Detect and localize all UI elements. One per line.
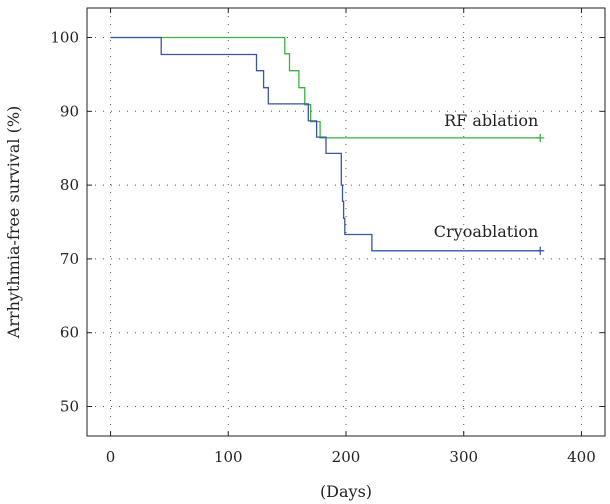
y-tick-label: 70 [60,250,79,268]
x-tick-label: 300 [449,448,478,466]
y-tick-label: 60 [60,324,79,342]
censor-marker-cryoablation [536,246,545,255]
y-tick-label: 100 [50,29,79,47]
x-tick-label: 0 [106,448,116,466]
censor-marker-rf-ablation [536,133,545,142]
series-line-cryoablation [110,36,541,252]
x-tick-label: 200 [332,448,361,466]
axis-ticks: 0 100 200 300 400 50 60 70 80 90 100 [50,8,605,466]
x-tick-label: 400 [567,448,596,466]
y-tick-label: 80 [60,176,79,194]
x-axis-title: (Days) [320,482,372,501]
y-tick-label: 50 [60,397,79,415]
series-labels: RF ablation Cryoablation [434,111,538,241]
x-tick-label: 100 [214,448,243,466]
series-label-cryoablation: Cryoablation [434,222,538,241]
series-line-rf-ablation [110,36,541,139]
y-tick-label: 90 [60,102,79,120]
series-label-rf-ablation: RF ablation [444,111,538,130]
series-lines [110,36,545,255]
y-axis-title: Arrhythmia-free survival (%) [4,106,23,340]
